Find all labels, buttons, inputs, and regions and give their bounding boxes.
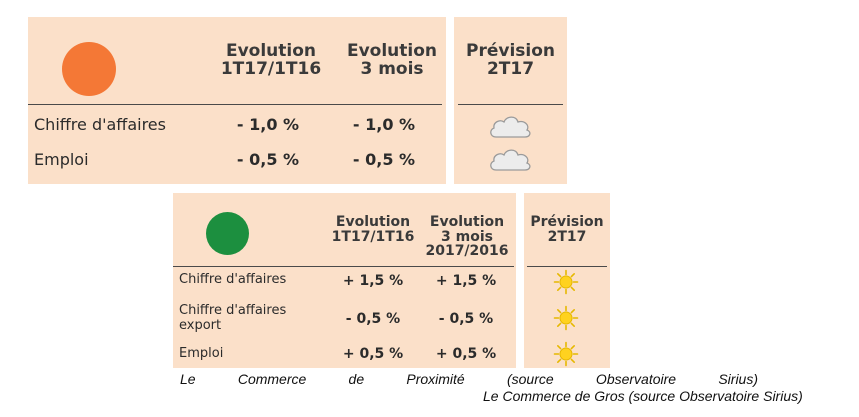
bottom-row3-value2: + 0,5 %	[435, 346, 497, 362]
bottom-header-divider	[173, 266, 514, 267]
bottom-row2-label-line1: Chiffre d'affaires	[179, 303, 287, 318]
bottom-forecast-divider	[527, 266, 607, 267]
top-col1-header: Evolution 1T17/1T16	[206, 41, 336, 79]
bottom-row1-label: Chiffre d'affaires	[179, 272, 287, 287]
caption-commerce-proximite: Le Commerce de Proximité (source Observa…	[180, 371, 758, 387]
top-forecast-divider	[458, 104, 563, 105]
bottom-forecast-header-line2: 2T17	[547, 228, 587, 245]
top-header-divider	[28, 104, 442, 105]
bottom-col2-header-line1: Evolution	[429, 214, 505, 230]
sun-icon	[553, 305, 579, 331]
bottom-col2-header-line3: 2017/2016	[425, 243, 509, 260]
bottom-table-forecast-panel: Prévision 2T17	[524, 193, 610, 368]
top-table-forecast-panel: Prévision 2T17	[454, 17, 567, 184]
bottom-col2-header: Evolution 3 mois 2017/2016	[423, 215, 511, 259]
top-row1-value2: - 1,0 %	[352, 115, 416, 134]
sun-icon	[553, 269, 579, 295]
top-col1-header-line1: Evolution	[225, 41, 317, 61]
orange-circle-icon	[62, 42, 116, 96]
bottom-table-main-panel: Evolution 1T17/1T16 Evolution 3 mois 201…	[173, 193, 516, 368]
top-forecast-header: Prévision 2T17	[454, 41, 567, 79]
bottom-forecast-header-line1: Prévision	[530, 214, 604, 230]
green-circle-icon	[206, 212, 249, 255]
bottom-row2-value2: - 0,5 %	[438, 311, 494, 327]
top-row2-value2: - 0,5 %	[352, 150, 416, 169]
bottom-row1-value1: + 1,5 %	[342, 273, 404, 289]
cloud-icon	[490, 149, 531, 171]
top-col2-header-line1: Evolution	[346, 41, 438, 61]
sun-icon	[553, 341, 579, 367]
top-col2-header-line2: 3 mois	[360, 58, 424, 79]
bottom-row3-label: Emploi	[179, 346, 224, 361]
bottom-row1-value2: + 1,5 %	[435, 273, 497, 289]
top-row1-value1: - 1,0 %	[236, 115, 300, 134]
bottom-row2-label: Chiffre d'affaires export	[179, 303, 287, 334]
cloud-icon	[490, 116, 531, 138]
bottom-row2-label-line2: export	[179, 317, 222, 333]
top-row2-value1: - 0,5 %	[236, 150, 300, 169]
bottom-col2-header-line2: 3 mois	[441, 228, 493, 245]
top-col2-header: Evolution 3 mois	[336, 41, 448, 79]
bottom-col1-header-line1: Evolution	[335, 214, 411, 230]
bottom-col1-header-line2: 1T17/1T16	[331, 228, 415, 245]
top-row1-label: Chiffre d'affaires	[34, 115, 166, 134]
bottom-row3-value1: + 0,5 %	[342, 346, 404, 362]
top-forecast-header-line2: 2T17	[486, 58, 535, 79]
top-col1-header-line2: 1T17/1T16	[220, 58, 322, 79]
bottom-col1-header: Evolution 1T17/1T16	[323, 215, 423, 244]
bottom-forecast-header: Prévision 2T17	[524, 215, 610, 244]
top-row2-label: Emploi	[34, 150, 89, 169]
top-forecast-header-line1: Prévision	[465, 41, 555, 61]
top-table-main-panel: Evolution 1T17/1T16 Evolution 3 mois Chi…	[28, 17, 446, 184]
caption-commerce-gros: Le Commerce de Gros (source Observatoire…	[483, 388, 803, 404]
bottom-row2-value1: - 0,5 %	[345, 311, 401, 327]
